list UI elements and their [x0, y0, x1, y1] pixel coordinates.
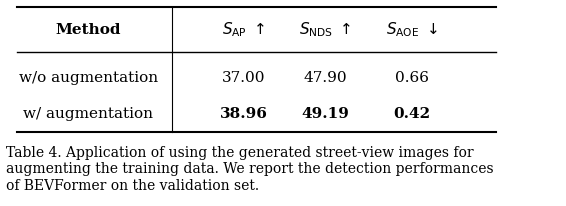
- Text: 38.96: 38.96: [220, 107, 268, 121]
- Text: $S_{\mathrm{AP}}$ $\uparrow$: $S_{\mathrm{AP}}$ $\uparrow$: [222, 20, 265, 39]
- Text: 49.19: 49.19: [301, 107, 349, 121]
- Text: $S_{\mathrm{AOE}}$ $\downarrow$: $S_{\mathrm{AOE}}$ $\downarrow$: [386, 20, 438, 39]
- Text: Method: Method: [55, 23, 121, 36]
- Text: 47.90: 47.90: [303, 71, 347, 85]
- Text: Table 4. Application of using the generated street-view images for
augmenting th: Table 4. Application of using the genera…: [6, 146, 494, 193]
- Text: 0.66: 0.66: [395, 71, 429, 85]
- Text: $S_{\mathrm{NDS}}$ $\uparrow$: $S_{\mathrm{NDS}}$ $\uparrow$: [299, 20, 351, 39]
- Text: 0.42: 0.42: [393, 107, 430, 121]
- Text: 37.00: 37.00: [222, 71, 265, 85]
- Text: w/ augmentation: w/ augmentation: [23, 107, 153, 121]
- Text: w/o augmentation: w/o augmentation: [19, 71, 157, 85]
